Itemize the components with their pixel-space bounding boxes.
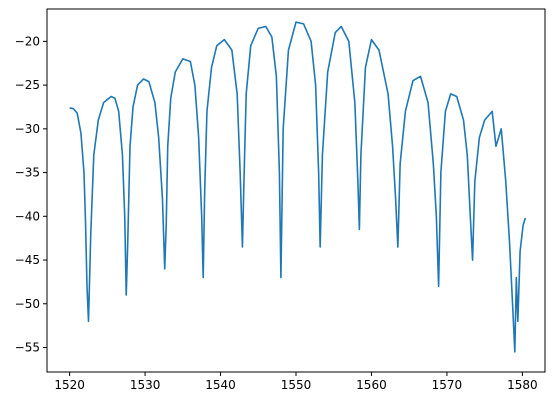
y-axis-ticks: −55 −50 −45 −40 −35 −30 −25 −20 bbox=[15, 34, 47, 355]
plot-area bbox=[47, 9, 545, 372]
x-tick-label: 1580 bbox=[507, 378, 538, 392]
x-tick-label: 1520 bbox=[54, 378, 85, 392]
series-line-0 bbox=[69, 21, 527, 353]
x-tick-label: 1560 bbox=[356, 378, 387, 392]
x-tick-label: 1540 bbox=[205, 378, 236, 392]
x-tick-label: 1550 bbox=[281, 378, 312, 392]
y-tick-label: −50 bbox=[15, 297, 40, 311]
plot-frame bbox=[46, 8, 546, 373]
x-tick-label: 1530 bbox=[130, 378, 161, 392]
y-tick-label: −35 bbox=[15, 166, 40, 180]
y-tick-label: −30 bbox=[15, 122, 40, 136]
y-tick-label: −55 bbox=[15, 341, 40, 355]
series-layer bbox=[69, 21, 527, 353]
x-tick-label: 1570 bbox=[432, 378, 463, 392]
y-tick-label: −25 bbox=[15, 78, 40, 92]
y-tick-label: −40 bbox=[15, 209, 40, 223]
y-tick-label: −45 bbox=[15, 253, 40, 267]
x-axis-ticks: 1520 1530 1540 1550 1560 1570 1580 bbox=[54, 372, 538, 392]
y-tick-label: −20 bbox=[15, 34, 40, 48]
